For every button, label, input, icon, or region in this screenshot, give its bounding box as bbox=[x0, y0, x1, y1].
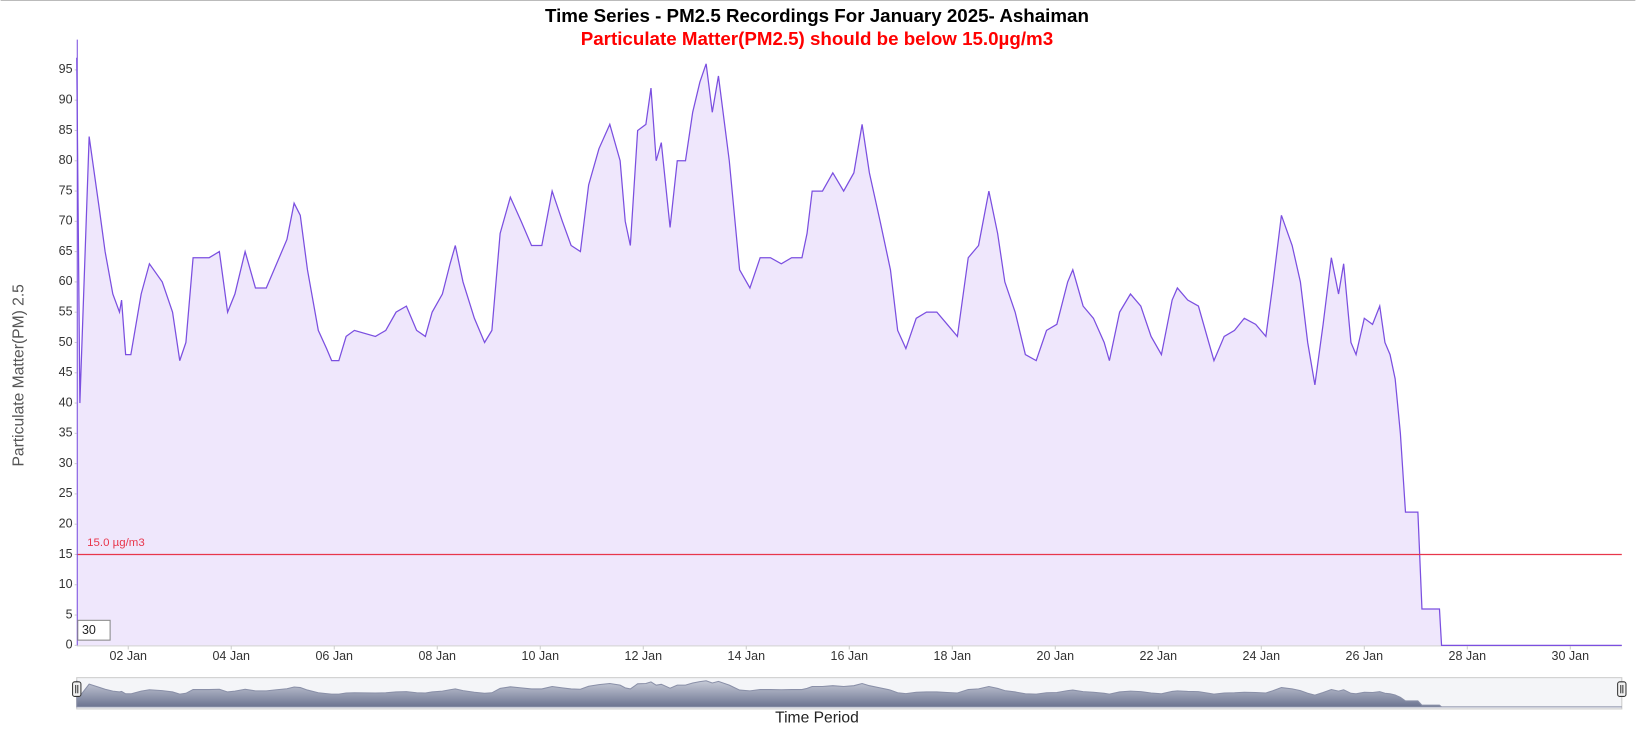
y-tick-label: 80 bbox=[59, 153, 73, 167]
threshold-label: 15.0 µg/m3 bbox=[87, 537, 145, 549]
y-tick-label: 90 bbox=[59, 92, 73, 106]
x-tick-label: 12 Jan bbox=[625, 649, 663, 663]
y-tick-label: 55 bbox=[59, 304, 73, 318]
x-tick-label: 20 Jan bbox=[1037, 649, 1075, 663]
y-tick-label: 25 bbox=[59, 486, 73, 500]
x-tick-label: 04 Jan bbox=[212, 649, 250, 663]
y-tick-label: 85 bbox=[59, 123, 73, 137]
x-tick-label: 28 Jan bbox=[1449, 649, 1487, 663]
y-tick-label: 75 bbox=[59, 183, 73, 197]
y-tick-label: 45 bbox=[59, 365, 73, 379]
x-tick-label: 10 Jan bbox=[521, 649, 559, 663]
zoom-input[interactable] bbox=[77, 619, 111, 641]
y-axis-label: Particulate Matter(PM) 2.5 bbox=[11, 284, 28, 467]
y-tick-label: 15 bbox=[59, 547, 73, 561]
y-tick-label: 30 bbox=[59, 456, 73, 470]
x-tick-label: 22 Jan bbox=[1140, 649, 1178, 663]
x-tick-label: 16 Jan bbox=[831, 649, 869, 663]
zoom-input-text: 30 bbox=[82, 623, 96, 637]
x-tick-label: 02 Jan bbox=[109, 649, 147, 663]
x-tick-label: 24 Jan bbox=[1243, 649, 1281, 663]
navigator-area bbox=[76, 680, 1622, 708]
area-fill bbox=[76, 57, 1622, 646]
y-tick-label: 95 bbox=[59, 62, 73, 76]
y-tick-label: 35 bbox=[59, 426, 73, 440]
y-tick-label: 0 bbox=[66, 638, 73, 652]
chart-subtitle: Particulate Matter(PM2.5) should be belo… bbox=[581, 28, 1053, 49]
y-tick-label: 5 bbox=[66, 607, 73, 621]
x-tick-label: 08 Jan bbox=[418, 649, 456, 663]
plot: 0 5 10 15 20 25 30 35 40 45 50 55 60 65 70 75 80 85 90 95 02… bbox=[59, 39, 1622, 663]
y-tick-label: 50 bbox=[59, 335, 73, 349]
y-tick-label: 65 bbox=[59, 244, 73, 258]
navigator-handle[interactable] bbox=[1617, 681, 1627, 697]
x-tick-label: 26 Jan bbox=[1346, 649, 1384, 663]
series-line bbox=[76, 57, 1622, 646]
navigator bbox=[72, 677, 1627, 710]
y-tick-label: 70 bbox=[59, 214, 73, 228]
x-axis-label: Time Period bbox=[775, 709, 859, 726]
x-tick-label: 18 Jan bbox=[934, 649, 972, 663]
x-tick-label: 06 Jan bbox=[315, 649, 353, 663]
x-tick-label: 30 Jan bbox=[1552, 649, 1590, 663]
chart-title: Time Series - PM2.5 Recordings For Janua… bbox=[545, 5, 1089, 26]
y-tick-label: 60 bbox=[59, 274, 73, 288]
y-tick-label: 40 bbox=[59, 395, 73, 409]
navigator-handle[interactable] bbox=[72, 681, 82, 697]
x-tick-label: 14 Jan bbox=[728, 649, 766, 663]
y-tick-label: 10 bbox=[59, 577, 73, 591]
y-tick-label: 20 bbox=[59, 516, 73, 530]
